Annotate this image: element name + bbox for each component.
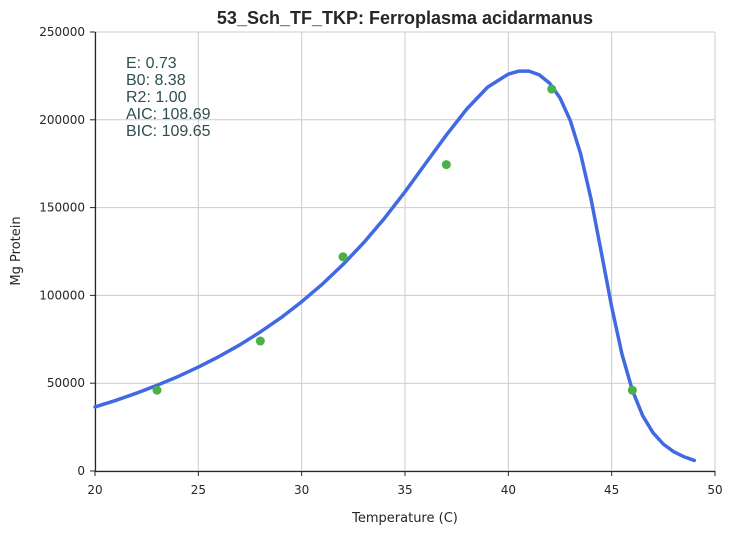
- y-tick-label: 0: [77, 464, 85, 478]
- x-tick-label: 45: [604, 483, 619, 497]
- fit-stat-line: BIC: 109.65: [126, 123, 211, 140]
- y-tick-label: 150000: [39, 201, 85, 215]
- fit-stat-line: R2: 1.00: [126, 89, 187, 106]
- y-tick-label: 200000: [39, 113, 85, 127]
- x-tick-label: 25: [191, 483, 206, 497]
- data-point: [441, 160, 451, 170]
- data-point: [338, 252, 348, 262]
- x-tick-label: 50: [707, 483, 722, 497]
- data-points-layer: [152, 84, 637, 395]
- y-tick-label: 50000: [47, 376, 85, 390]
- data-point: [627, 385, 637, 395]
- y-axis-label: Mg Protein: [9, 216, 24, 285]
- x-tick-label: 20: [87, 483, 102, 497]
- data-point: [152, 385, 162, 395]
- x-axis-label: Temperature (C): [351, 511, 458, 526]
- data-point: [547, 84, 557, 94]
- fit-stat-line: E: 0.73: [126, 55, 177, 72]
- fit-stat-line: B0: 8.38: [126, 72, 186, 89]
- data-point: [255, 336, 265, 346]
- fit-curve-layer: [93, 69, 697, 463]
- fit-curve-line: [93, 69, 697, 463]
- x-tick-labels: 20 25 30 35 40 45 50: [87, 471, 723, 497]
- x-tick-label: 35: [397, 483, 412, 497]
- chart-title: 53_Sch_TF_TKP: Ferroplasma acidarmanus: [217, 8, 593, 28]
- y-tick-labels: 0 50000 100000 150000 200000 250000: [39, 25, 95, 478]
- x-tick-label: 40: [501, 483, 516, 497]
- y-tick-label: 100000: [39, 288, 85, 302]
- x-tick-label: 30: [294, 483, 309, 497]
- fit-stat-line: AIC: 108.69: [126, 106, 211, 123]
- y-tick-label: 250000: [39, 25, 85, 39]
- grid-lines: [94, 31, 716, 472]
